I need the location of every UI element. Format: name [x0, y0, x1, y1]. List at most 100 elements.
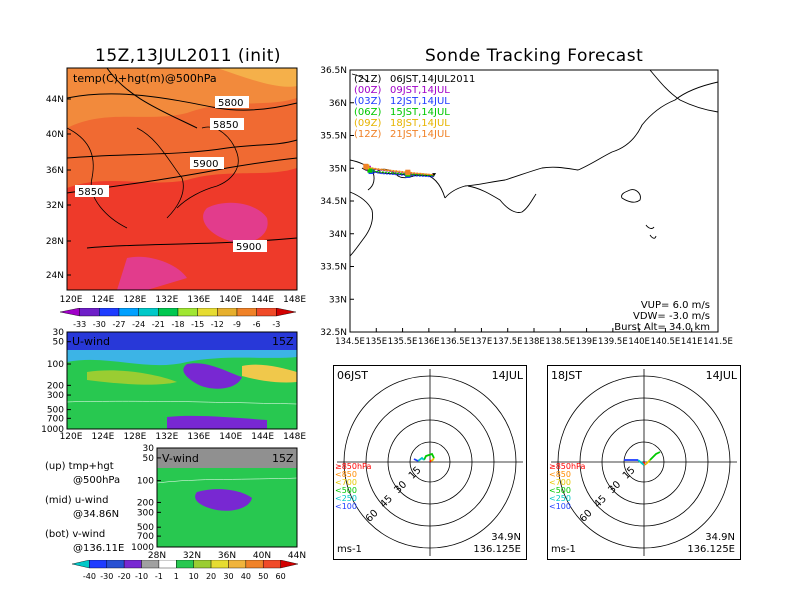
colorbar-swatch — [193, 560, 212, 569]
lon-tick-label: 140E — [219, 432, 242, 442]
legend-up-level: @500hPa — [73, 475, 121, 486]
lon-tick-label: 136E — [187, 432, 210, 442]
polar-lat: 34.9N — [491, 532, 521, 543]
legend-up: (up) tmp+hgt — [45, 461, 114, 472]
lon-tick-label: 138.5E — [545, 337, 575, 347]
polar-date: 14JUL — [492, 369, 524, 382]
level-legend: <700 — [335, 478, 357, 487]
colorbar-label: -30 — [93, 320, 106, 329]
colorbar-label: -20 — [118, 572, 131, 581]
colorbar-label: -30 — [100, 572, 113, 581]
colorbar-swatch — [263, 560, 281, 569]
colorbar-swatch — [158, 560, 177, 569]
colorbar-swatch — [197, 308, 218, 317]
vup-text: VUP= 6.0 m/s — [641, 300, 710, 311]
lon-tick-label: 144E — [251, 295, 274, 305]
legend-mid-level: @34.86N — [73, 509, 120, 520]
colorbar-label: 20 — [206, 572, 216, 581]
launch-time: (09Z) — [354, 118, 381, 129]
lon-tick-label: 141E — [681, 337, 703, 347]
pressure-tick-label: 30 — [143, 444, 155, 454]
lon-tick-label: 144E — [251, 432, 274, 442]
pressure-tick-label: 500 — [47, 406, 64, 416]
lon-tick-label: 135.5E — [388, 337, 418, 347]
contour-label: 5850 — [78, 187, 103, 198]
polar-date: 14JUL — [706, 369, 738, 382]
colorbar-swatch — [141, 560, 160, 569]
polar-unit: ms-1 — [551, 544, 576, 555]
lat-tick-label: 32N — [183, 551, 201, 560]
lat-tick-label: 34.5N — [320, 197, 347, 207]
colorbar-label: -6 — [253, 320, 261, 329]
launch-date: 18JST,14JUL — [390, 118, 450, 129]
colorbar-label: -18 — [171, 320, 184, 329]
lon-tick-label: 141.5E — [703, 337, 733, 347]
legend-mid: (mid) u-wind — [45, 495, 109, 506]
colorbar-label: -10 — [135, 572, 148, 581]
lat-tick-label: 33N — [329, 295, 347, 305]
launch-date: 15JST,14JUL — [390, 107, 450, 118]
lat-tick-label: 36N — [329, 99, 347, 109]
hodograph-segment — [413, 458, 419, 462]
hodograph-segment — [637, 459, 645, 466]
lon-tick-label: 138E — [523, 337, 545, 347]
pressure-tick-label: 1000 — [41, 425, 64, 435]
pressure-tick-label: 100 — [137, 477, 154, 487]
colorbar-swatch — [138, 308, 159, 317]
pressure-tick-label: 50 — [143, 454, 155, 464]
lon-tick-label: 124E — [92, 295, 115, 305]
contour-label: 5900 — [236, 242, 261, 253]
lat-tick-label: 24N — [46, 271, 64, 281]
lon-tick-label: 124E — [92, 432, 115, 442]
colorbar-label: -1 — [155, 572, 163, 581]
hodograph-segment — [643, 463, 647, 466]
contour-label: 5900 — [193, 159, 218, 170]
colorbar-label: 60 — [276, 572, 286, 581]
lat-tick-label: 40N — [253, 551, 271, 560]
pressure-tick-label: 300 — [47, 391, 64, 401]
colorbar-swatch — [245, 560, 264, 569]
sonde-track-map: (21Z) 06JST,14JUL2011 (00Z) 09JST,14JUL (03Z… — [320, 66, 733, 347]
lon-tick-label: 140E — [628, 337, 650, 347]
lon-tick-label: 128E — [123, 432, 146, 442]
colorbar-swatch — [236, 308, 257, 317]
lon-tick-label: 136E — [187, 295, 210, 305]
level-legend: <500 — [335, 486, 357, 495]
pressure-tick-label: 700 — [137, 532, 154, 542]
map-label: temp(C)+hgt(m)@500hPa — [73, 72, 217, 85]
polar-lon: 136.125E — [687, 544, 735, 555]
launch-time: (00Z) — [354, 85, 381, 96]
level-legend: <700 — [549, 478, 571, 487]
contour-label: 5800 — [218, 98, 243, 109]
temp-height-map: 5800 5850 5900 5850 5900 temp(C)+hgt(m)@… — [46, 67, 306, 305]
colorbar-swatch — [276, 308, 297, 317]
colorbar-label: 30 — [223, 572, 233, 581]
track-marker — [363, 163, 369, 169]
colorbar-label: -27 — [112, 320, 125, 329]
colorbar-label: 50 — [258, 572, 268, 581]
level-legend: ≥850hPa — [549, 462, 586, 471]
colorbar-swatch — [228, 560, 247, 569]
polar-time: 06JST — [337, 369, 368, 382]
lat-tick-label: 34N — [329, 230, 347, 240]
burst-text: Burst Alt= 34.0 km — [614, 322, 710, 333]
level-legend: <500 — [549, 486, 571, 495]
left-title: 15Z,13JUL2011 (init) — [95, 46, 282, 66]
lon-tick-label: 140.5E — [651, 337, 681, 347]
lon-tick-label: 120E — [60, 295, 83, 305]
vdw-text: VDW= -3.0 m/s — [633, 311, 710, 322]
lat-tick-label: 36.5N — [320, 66, 347, 76]
track-marker — [367, 167, 373, 173]
lon-tick-label: 132E — [155, 295, 178, 305]
pressure-tick-label: 200 — [47, 381, 64, 391]
colorbar-label: -3 — [272, 320, 280, 329]
polar-lon: 136.125E — [473, 544, 521, 555]
launch-date: 06JST,14JUL2011 — [390, 74, 475, 85]
pressure-tick-label: 100 — [47, 360, 64, 370]
lon-tick-label: 134.5E — [335, 337, 365, 347]
legend-bot-level: @136.11E — [73, 543, 125, 554]
polar-time: 18JST — [551, 369, 582, 382]
launch-date: 12JST,14JUL — [390, 96, 450, 107]
